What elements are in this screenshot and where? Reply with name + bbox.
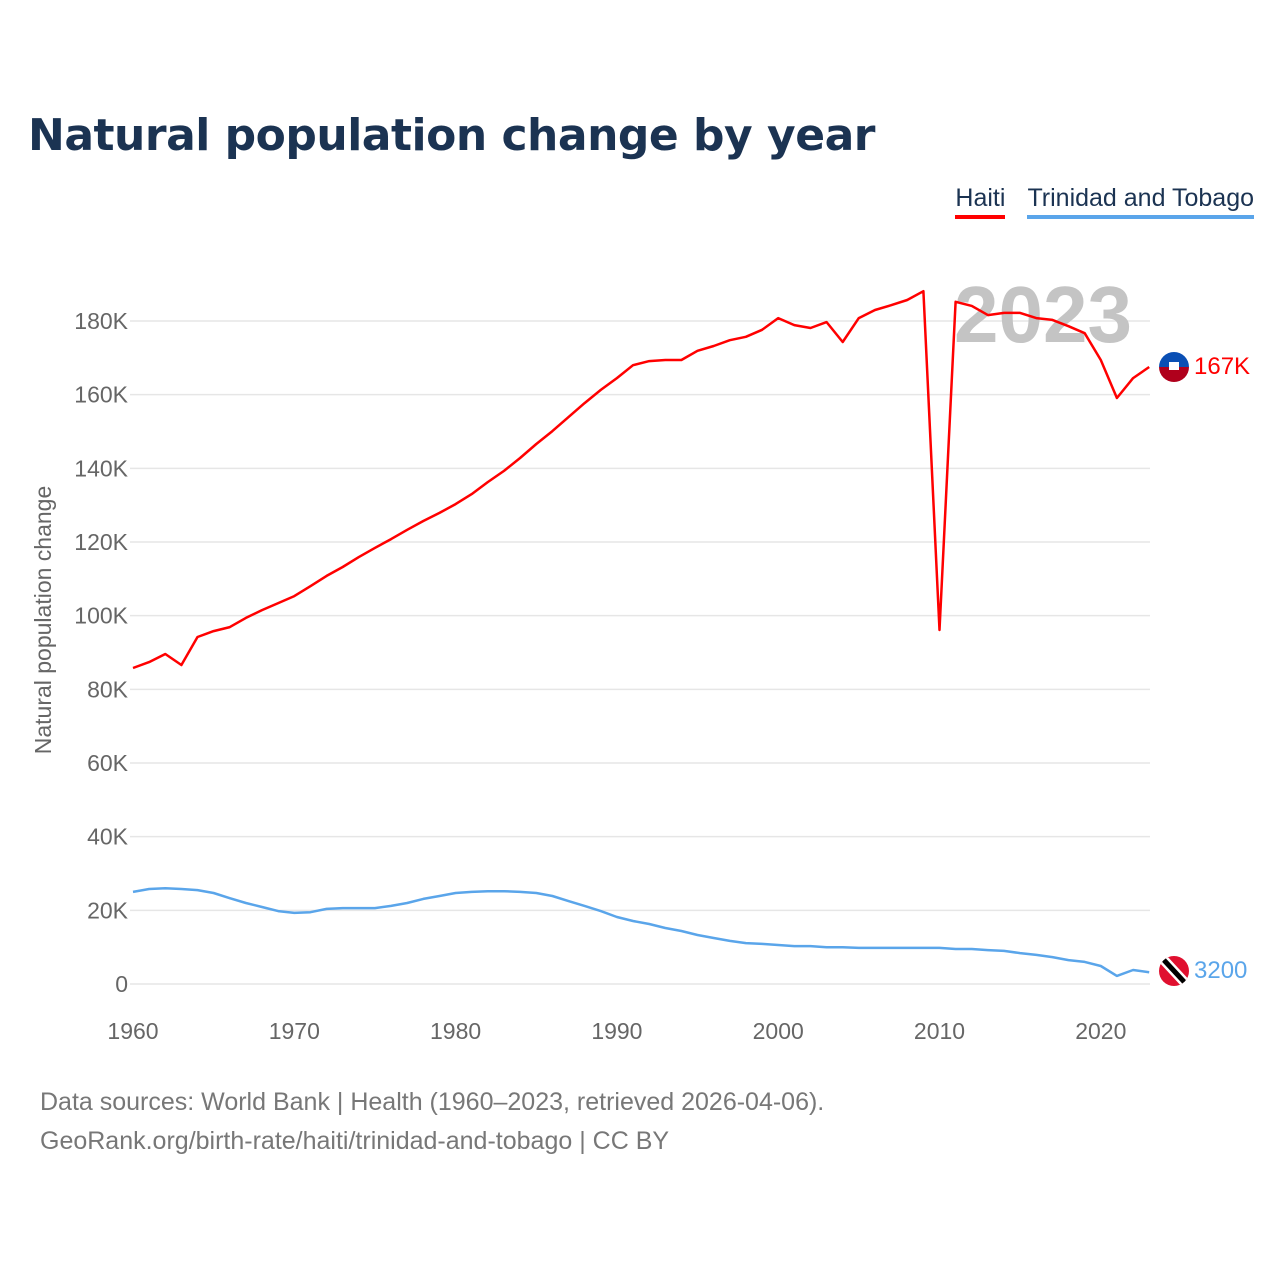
series-line-trinidad-and-tobago <box>132 886 1150 978</box>
series-line-haiti <box>132 289 1150 670</box>
x-tick-label: 1960 <box>107 1018 158 1044</box>
y-tick-label: 180K <box>74 308 128 334</box>
y-tick-label: 80K <box>87 676 129 702</box>
footer-sources: Data sources: World Bank | Health (1960–… <box>40 1088 825 1116</box>
x-tick-label: 2020 <box>1075 1018 1126 1044</box>
haiti-flag-icon <box>1159 352 1189 382</box>
x-tick-label: 2000 <box>753 1018 804 1044</box>
trinidad-end-label: 3200 <box>1194 957 1247 984</box>
y-tick-label: 100K <box>74 603 128 629</box>
y-tick-label: 40K <box>87 824 129 850</box>
legend-item-haiti[interactable]: Haiti <box>955 184 1006 219</box>
y-tick-label: 0 <box>115 971 128 997</box>
y-tick-label: 120K <box>74 529 128 555</box>
legend: Haiti Trinidad and Tobago <box>955 184 1254 219</box>
y-tick-label: 160K <box>74 382 128 408</box>
y-tick-label: 60K <box>87 750 129 776</box>
x-tick-label: 2010 <box>914 1018 965 1044</box>
year-watermark: 2023 <box>954 270 1132 359</box>
x-tick-label: 1990 <box>591 1018 642 1044</box>
x-tick-label: 1970 <box>269 1018 320 1044</box>
chart-title: Natural population change by year <box>28 110 875 161</box>
haiti-end-label: 167K <box>1194 353 1250 380</box>
trinidad-and-tobago-flag-icon <box>1159 956 1189 986</box>
footer-attribution[interactable]: GeoRank.org/birth-rate/haiti/trinidad-an… <box>40 1127 670 1155</box>
legend-item-trinidad-and-tobago[interactable]: Trinidad and Tobago <box>1027 184 1254 219</box>
y-tick-label: 140K <box>74 455 128 481</box>
y-axis-label: Natural population change <box>30 486 56 755</box>
y-tick-label: 20K <box>87 897 129 923</box>
x-tick-label: 1980 <box>430 1018 481 1044</box>
